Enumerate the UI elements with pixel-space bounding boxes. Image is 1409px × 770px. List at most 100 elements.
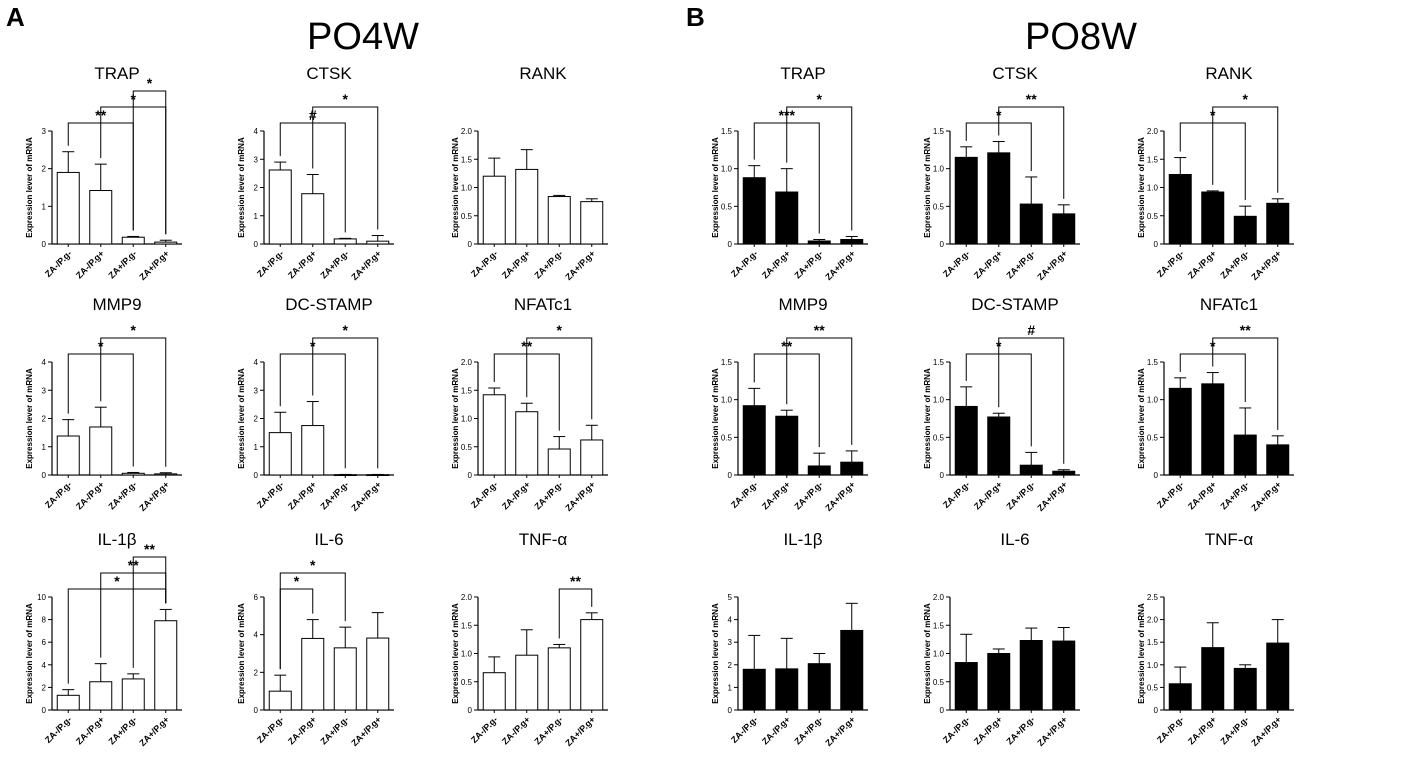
chart-a-tnf-xlabel-2: ZA+/P.g- — [532, 714, 564, 746]
chart-a-tnf-ylabel: Expression lever of mRNA — [451, 603, 460, 704]
chart-a-il6-sig-bracket-1 — [279, 572, 346, 670]
chart-a-mmp9-sig-label-1: * — [131, 322, 137, 338]
chart-b-il6-ytick-label-0: 0 — [940, 706, 945, 715]
chart-a-ctsk-xlabel-1: ZA-/P.g+ — [286, 248, 318, 280]
chart-b-il1-ytick-label-5: 5 — [728, 593, 733, 602]
chart-b-ctsk-bar-3 — [1052, 213, 1076, 245]
chart-b-il6-ytick-label-2: 1.0 — [933, 650, 945, 659]
chart-a-il6-bar-1 — [301, 637, 325, 711]
chart-b-trap-xlabel-1: ZA-/P.g+ — [760, 248, 792, 280]
chart-b-dcstamp-ylabel: Expression lever of mRNA — [923, 368, 932, 469]
chart-b-tnf-ytick-label-3: 1.5 — [1147, 638, 1159, 647]
chart-b-ctsk-ylabel: Expression lever of mRNA — [923, 137, 932, 238]
chart-a-nfatc1-bar-0 — [482, 394, 506, 476]
chart-b-il6-ylabel: Expression lever of mRNA — [923, 603, 932, 704]
panel-a-title: PO4W — [307, 16, 419, 58]
chart-a-dcstamp-sig-label-1: * — [343, 322, 349, 338]
chart-b-il6-bar-1 — [987, 653, 1011, 711]
chart-b-il1-ytick-label-0: 0 — [728, 706, 733, 715]
chart-b-nfatc1-ytick-label-2: 1.0 — [1147, 396, 1159, 405]
chart-a-ctsk-ytick-label-1: 1 — [254, 212, 259, 221]
chart-a-il1-bar-1 — [89, 681, 113, 711]
chart-a-il1-bar-3 — [154, 620, 178, 711]
chart-a-rank-bar-1 — [515, 168, 539, 245]
chart-b-trap-title: TRAP — [780, 64, 825, 83]
chart-b-tnf-bar-3 — [1266, 642, 1290, 711]
chart-b-ctsk-xlabel-0: ZA-/P.g- — [941, 248, 972, 279]
chart-a-ctsk-ytick-label-3: 3 — [254, 155, 259, 164]
chart-a-nfatc1-ytick-label-2: 1.0 — [461, 415, 473, 424]
chart-a-nfatc1-xlabel-2: ZA+/P.g- — [532, 479, 564, 511]
chart-a-il6-ytick-label-2: 4 — [254, 631, 259, 640]
chart-a-tnf-bar-2 — [547, 647, 571, 711]
chart-b-tnf-xlabel-0: ZA-/P.g- — [1155, 714, 1186, 745]
chart-a-trap-sig-bracket-2 — [132, 90, 167, 235]
chart-b-nfatc1-bar-3 — [1266, 444, 1290, 476]
chart-a-ctsk-title: CTSK — [306, 64, 352, 83]
chart-a-il1-ylabel: Expression lever of mRNA — [25, 603, 34, 704]
chart-a-il6-bar-0 — [268, 690, 292, 711]
chart-a-dcstamp-xlabel-2: ZA+/P.g- — [318, 479, 350, 511]
chart-a-tnf-ytick-label-3: 1.5 — [461, 621, 473, 630]
chart-b-il6-title: IL-6 — [1000, 530, 1029, 549]
chart-b-trap-xlabel-3: ZA+/P.g+ — [823, 248, 857, 282]
chart-a-mmp9-ytick-label-3: 3 — [42, 386, 47, 395]
chart-a-ctsk-ytick-label-2: 2 — [254, 184, 259, 193]
panel-a-letter: A — [6, 2, 25, 32]
chart-b-mmp9-ytick-label-0: 0 — [728, 471, 733, 480]
chart-b-nfatc1-sig-label-1: ** — [1240, 322, 1251, 338]
chart-b-il1-bar-2 — [807, 663, 831, 711]
chart-a-nfatc1-bar-2 — [547, 448, 571, 476]
chart-a-il6-sig-label-1: * — [310, 557, 316, 573]
chart-b-rank-xlabel-2: ZA+/P.g- — [1218, 248, 1250, 280]
chart-a-il1-ytick-label-5: 10 — [37, 593, 46, 602]
chart-a-rank-ytick-label-3: 1.5 — [461, 155, 473, 164]
chart-b-tnf-ytick-label-4: 2.0 — [1147, 616, 1159, 625]
chart-b-tnf-title: TNF-α — [1205, 530, 1254, 549]
chart-b-nfatc1-ylabel: Expression lever of mRNA — [1137, 368, 1146, 469]
chart-a-trap-ylabel: Expression lever of mRNA — [25, 137, 34, 238]
chart-b-ctsk-sig-bracket-1 — [998, 106, 1065, 199]
chart-b-dcstamp-ytick-label-2: 1.0 — [933, 396, 945, 405]
chart-a-il6-ytick-label-1: 2 — [254, 668, 259, 677]
chart-a-il6-sig-label-0: * — [294, 573, 300, 589]
chart-a-tnf-xlabel-1: ZA-/P.g+ — [500, 714, 532, 746]
chart-a-nfatc1-xlabel-0: ZA-/P.g- — [469, 479, 500, 510]
chart-a-trap-ytick-label-1: 1 — [42, 202, 47, 211]
chart-b-il6-ytick-label-1: 0.5 — [933, 678, 945, 687]
chart-a-dcstamp-ytick-label-3: 3 — [254, 386, 259, 395]
chart-b-dcstamp-xlabel-0: ZA-/P.g- — [941, 479, 972, 510]
chart-a-rank-xlabel-3: ZA+/P.g+ — [563, 248, 597, 282]
chart-b-rank-ylabel: Expression lever of mRNA — [1137, 137, 1146, 238]
chart-b-nfatc1-bar-0 — [1168, 387, 1192, 476]
chart-b-tnf-xlabel-2: ZA+/P.g- — [1218, 714, 1250, 746]
chart-b-rank-ytick-label-4: 2.0 — [1147, 127, 1159, 136]
chart-b-trap-bar-2 — [807, 240, 831, 245]
chart-b-trap-ytick-label-2: 1.0 — [721, 165, 733, 174]
chart-a-il6-xlabel-0: ZA-/P.g- — [255, 714, 286, 745]
chart-a-dcstamp-ytick-label-4: 4 — [254, 358, 259, 367]
chart-a-ctsk-bar-2 — [333, 238, 357, 245]
chart-a-mmp9-ytick-label-4: 4 — [42, 358, 47, 367]
chart-a-tnf-xlabel-3: ZA+/P.g+ — [563, 714, 597, 748]
chart-a-rank-xlabel-0: ZA-/P.g- — [469, 248, 500, 279]
chart-b-il1-ytick-label-3: 3 — [728, 638, 733, 647]
chart-b-rank-bar-3 — [1266, 202, 1290, 245]
chart-a-mmp9-title: MMP9 — [92, 295, 141, 314]
chart-a-nfatc1-ytick-label-4: 2.0 — [461, 358, 473, 367]
chart-b-il1-xlabel-0: ZA-/P.g- — [729, 714, 760, 745]
chart-b-il6-ytick-label-4: 2.0 — [933, 593, 945, 602]
chart-b-trap-bar-0 — [742, 177, 766, 245]
chart-b-il1-xlabel-3: ZA+/P.g+ — [823, 714, 857, 748]
chart-b-nfatc1-title: NFATc1 — [1200, 295, 1258, 314]
chart-a-ctsk-ytick-label-4: 4 — [254, 127, 259, 136]
chart-b-il6-xlabel-1: ZA-/P.g+ — [972, 714, 1004, 746]
chart-a-tnf-ytick-label-0: 0 — [468, 706, 473, 715]
chart-a-tnf-xlabel-0: ZA-/P.g- — [469, 714, 500, 745]
chart-a-il1-sig-bracket-2 — [132, 556, 167, 668]
chart-a-ctsk-bar-3 — [366, 240, 390, 245]
chart-b-mmp9-ytick-label-1: 0.5 — [721, 433, 733, 442]
chart-a-mmp9-ytick-label-2: 2 — [42, 415, 47, 424]
chart-a-mmp9-xlabel-1: ZA-/P.g+ — [74, 479, 106, 511]
chart-a-mmp9-ytick-label-1: 1 — [42, 443, 47, 452]
